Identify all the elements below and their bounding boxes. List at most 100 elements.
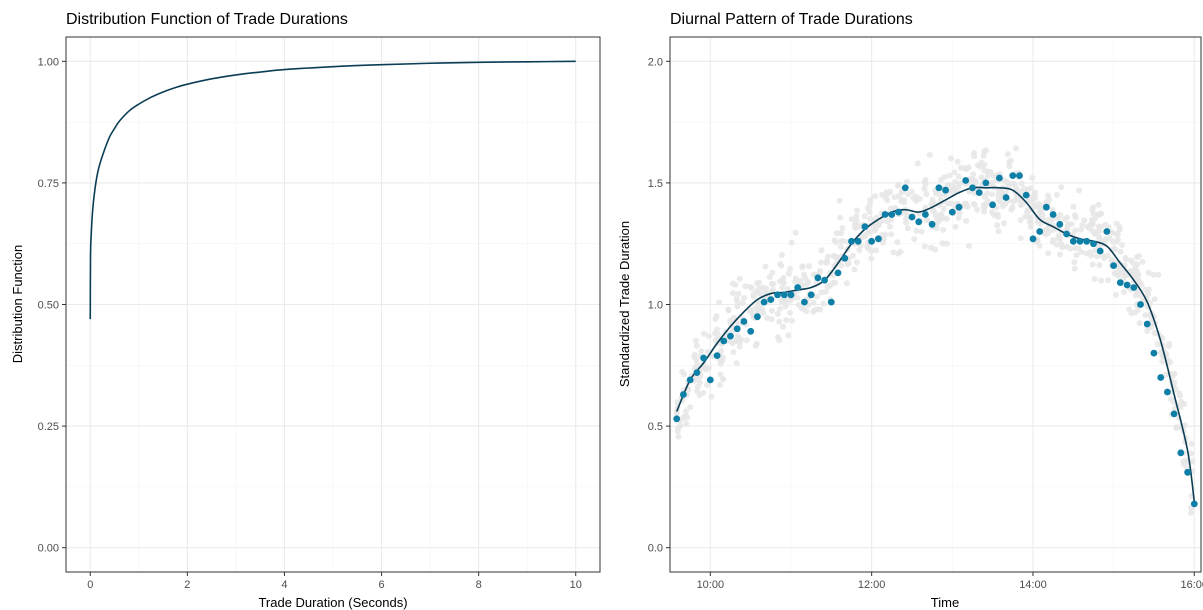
- diurnal-y-tick-label: 1.5: [648, 178, 663, 190]
- background-point: [981, 161, 988, 168]
- background-point: [1006, 163, 1013, 170]
- background-point: [864, 243, 871, 250]
- background-point: [799, 264, 806, 271]
- background-point: [693, 342, 700, 349]
- background-point: [1072, 214, 1079, 221]
- background-point: [836, 197, 843, 204]
- diurnal-y-tick-label: 0.5: [648, 421, 663, 433]
- background-point: [1098, 237, 1105, 244]
- background-point: [777, 261, 784, 267]
- background-point: [1154, 341, 1161, 348]
- background-point: [928, 244, 935, 251]
- background-point: [1001, 220, 1007, 227]
- cdf-y-tick-label: 1.00: [38, 56, 59, 68]
- cdf-x-tick-label: 4: [281, 579, 287, 591]
- background-point: [1177, 393, 1183, 399]
- data-point: [1143, 320, 1151, 328]
- background-point: [974, 206, 981, 213]
- background-point: [1049, 237, 1056, 243]
- background-point: [788, 239, 795, 246]
- background-point: [1181, 401, 1188, 407]
- background-point: [940, 226, 947, 233]
- background-point: [1045, 229, 1052, 236]
- background-point: [712, 316, 719, 322]
- background-point: [890, 249, 897, 256]
- background-point: [1188, 450, 1194, 457]
- background-point: [778, 252, 785, 259]
- data-point: [854, 237, 862, 245]
- background-point: [948, 155, 954, 162]
- background-point: [1188, 509, 1195, 516]
- background-point: [856, 247, 863, 253]
- background-point: [694, 383, 701, 390]
- background-point: [971, 150, 977, 156]
- background-point: [1027, 214, 1034, 221]
- background-point: [1070, 203, 1077, 210]
- diurnal-panel: Diurnal Pattern of Trade Durations 10:00…: [617, 11, 1203, 610]
- background-point: [1110, 239, 1117, 245]
- data-point: [686, 376, 694, 384]
- background-point: [903, 211, 910, 217]
- data-point: [1056, 220, 1064, 228]
- data-point: [922, 211, 929, 218]
- data-point: [733, 325, 741, 333]
- background-point: [995, 214, 1002, 220]
- data-point: [982, 179, 990, 187]
- cdf-marks: [89, 60, 576, 320]
- background-point: [817, 268, 823, 274]
- data-point: [834, 269, 842, 277]
- background-point: [768, 307, 775, 314]
- data-point: [915, 218, 923, 226]
- background-point: [754, 280, 761, 287]
- data-point: [1157, 374, 1165, 381]
- background-point: [952, 223, 959, 230]
- cdf-y-axis-label: Distribution Function: [10, 245, 25, 364]
- background-point: [716, 299, 723, 306]
- background-point: [844, 261, 851, 268]
- data-point: [1103, 228, 1111, 235]
- cdf-y-tick-label: 0.25: [38, 421, 59, 433]
- diurnal-y-tick-label: 2.0: [648, 56, 663, 68]
- background-point: [1024, 207, 1031, 214]
- background-point: [736, 343, 743, 350]
- background-point: [756, 306, 763, 313]
- data-point: [1043, 203, 1050, 211]
- background-point: [777, 305, 784, 312]
- background-point: [768, 280, 775, 287]
- background-point: [1136, 320, 1143, 327]
- background-point: [1017, 235, 1024, 242]
- data-point: [1096, 247, 1104, 255]
- data-point: [868, 237, 875, 245]
- background-point: [872, 225, 879, 232]
- background-point: [756, 285, 763, 292]
- background-point: [720, 376, 727, 383]
- background-point: [1103, 235, 1110, 242]
- data-point: [1083, 237, 1091, 245]
- background-point: [838, 238, 845, 245]
- background-point: [830, 252, 837, 259]
- background-point: [904, 178, 910, 185]
- background-point: [929, 196, 936, 203]
- background-point: [957, 164, 964, 171]
- background-point: [778, 298, 785, 305]
- background-point: [730, 349, 737, 355]
- background-point: [1009, 204, 1016, 211]
- background-point: [779, 284, 786, 291]
- background-point: [852, 220, 859, 227]
- data-point: [1116, 279, 1124, 286]
- background-point: [675, 425, 682, 432]
- data-point: [1029, 235, 1037, 243]
- background-point: [1181, 461, 1187, 468]
- data-point: [807, 291, 815, 299]
- data-point: [1090, 240, 1097, 248]
- background-point: [769, 269, 776, 276]
- background-point: [789, 317, 795, 324]
- data-point: [1016, 172, 1023, 180]
- background-point: [963, 217, 970, 224]
- background-point: [939, 240, 946, 247]
- background-point: [853, 213, 860, 220]
- background-point: [895, 250, 902, 257]
- diurnal-x-tick-label: 10:00: [697, 579, 725, 591]
- background-point: [868, 255, 875, 262]
- background-point: [851, 266, 858, 273]
